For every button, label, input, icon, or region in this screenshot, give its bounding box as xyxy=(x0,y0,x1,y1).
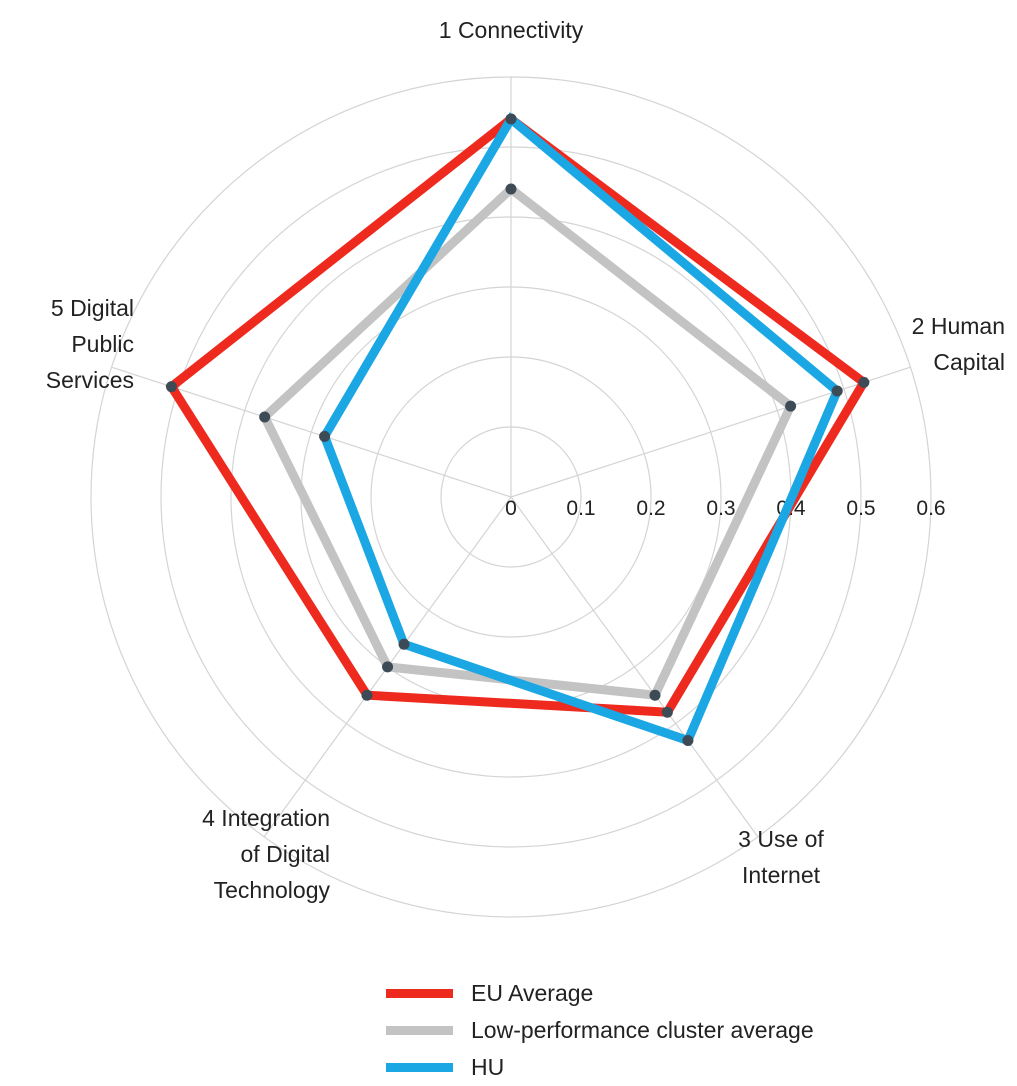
data-point-hu-5 xyxy=(319,430,331,442)
legend-item-hu: HU xyxy=(386,1049,814,1086)
radial-tick-label: 0.5 xyxy=(846,497,875,520)
series-line-hu xyxy=(319,112,843,747)
data-point-low-performance-cluster-average-5 xyxy=(259,411,271,423)
axis-label-human-capital: 2 Human Capital xyxy=(911,313,1005,375)
radial-tick-label: 0 xyxy=(505,497,517,520)
data-point-hu-2 xyxy=(831,385,843,397)
data-point-eu-average-3 xyxy=(661,706,673,718)
legend-label-low-performance-cluster-average: Low-performance cluster average xyxy=(471,1017,814,1043)
data-point-low-performance-cluster-average-1 xyxy=(505,183,517,195)
data-point-eu-average-4 xyxy=(361,689,373,701)
legend-label-hu: HU xyxy=(471,1054,505,1080)
legend-label-eu-average: EU Average xyxy=(471,980,594,1006)
legend-swatch-hu xyxy=(386,1063,453,1072)
grid-spoke-3 xyxy=(510,496,759,838)
grid-spoke-2 xyxy=(510,366,911,498)
radial-tick-label: 0.2 xyxy=(636,497,665,520)
data-point-hu-1 xyxy=(505,113,517,125)
radar-series xyxy=(165,112,870,747)
data-point-eu-average-5 xyxy=(165,381,177,393)
data-point-hu-3 xyxy=(682,735,694,747)
axis-label-use-of-internet: 3 Use of Internet xyxy=(738,826,824,888)
legend-swatch-low-performance-cluster-average xyxy=(386,1026,453,1035)
data-point-hu-4 xyxy=(398,638,410,650)
axis-label-integration-of-digital-technology: 4 Integration of Digital Technology xyxy=(202,805,330,903)
legend-item-eu-average: EU Average xyxy=(386,975,814,1012)
axis-label-digital-public-services: 5 Digital Public Services xyxy=(45,295,134,393)
radial-tick-label: 0.3 xyxy=(706,497,735,520)
legend-swatch-eu-average xyxy=(386,989,453,998)
data-point-eu-average-2 xyxy=(858,376,870,388)
legend-item-low-performance-cluster-average: Low-performance cluster average xyxy=(386,1012,814,1049)
radial-tick-labels: 0 0.1 0.2 0.3 0.4 0.5 0.6 xyxy=(505,497,945,520)
axis-label-connectivity: 1 Connectivity xyxy=(438,17,584,43)
data-point-low-performance-cluster-average-4 xyxy=(382,661,394,673)
series-line-eu-average xyxy=(165,113,870,717)
radial-tick-label: 0.6 xyxy=(916,497,945,520)
data-point-low-performance-cluster-average-2 xyxy=(785,400,797,412)
legend: EU Average Low-performance cluster avera… xyxy=(386,975,814,1086)
radial-tick-label: 0.1 xyxy=(566,497,595,520)
data-point-low-performance-cluster-average-3 xyxy=(649,689,661,701)
